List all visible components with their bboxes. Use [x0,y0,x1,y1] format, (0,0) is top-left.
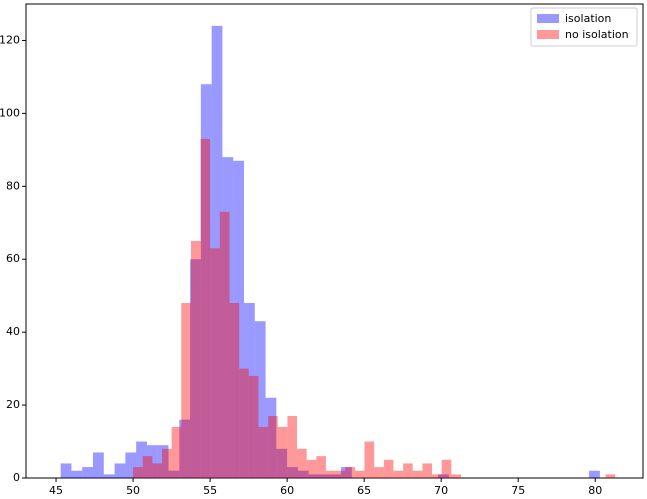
x-tick-label: 55 [203,484,217,497]
bar [268,416,278,478]
bar [211,25,223,478]
bar [412,470,423,478]
bar [60,463,72,478]
y-tick-label: 100 [0,106,20,119]
bar [146,445,158,478]
bar [341,467,352,478]
x-tick-label: 65 [357,484,371,497]
bar [316,456,326,478]
bar [438,474,449,478]
bar [168,470,180,478]
x-tick-label: 75 [511,484,525,497]
legend-label: isolation [565,12,611,25]
bar [162,448,172,478]
y-tick-label: 120 [0,33,20,46]
bar [136,441,147,478]
bar [233,160,244,479]
bar [308,474,320,478]
bar [103,474,115,478]
legend-swatch [537,30,559,39]
bar [287,416,297,478]
x-tick-label: 70 [434,484,448,497]
bar [297,470,309,478]
bar [258,426,269,478]
y-tick-label: 80 [6,179,20,192]
bar [277,426,288,478]
bar [441,459,452,478]
bar [265,397,277,478]
bar [325,470,336,478]
legend-swatch [537,14,559,23]
x-tick-label: 80 [588,484,602,497]
bar [114,463,126,478]
bar [152,463,163,478]
bar [335,470,346,478]
bar [219,211,230,479]
bar [229,302,240,478]
bar [432,474,442,478]
bar [190,259,201,478]
bar [451,474,461,478]
bar [243,302,255,478]
bar [93,452,104,478]
bar [306,459,317,478]
bar [179,419,191,478]
bar [210,248,220,478]
bar [133,467,143,478]
bar [254,321,266,478]
x-tick-label: 50 [126,484,140,497]
bar [345,467,355,478]
x-tick-label: 45 [49,484,63,497]
bar [605,474,616,478]
bar [589,470,600,478]
y-tick-label: 40 [6,325,20,338]
y-tick-label: 20 [6,398,20,411]
plot-frame [25,3,644,479]
bar [276,448,288,478]
y-tick-label: 0 [13,471,20,484]
bar [171,426,182,478]
bar [383,459,394,478]
bar [403,463,413,478]
bar [330,474,342,478]
bar [296,448,307,478]
bar [142,456,153,478]
bar [422,463,433,478]
bar [248,375,259,478]
bar [222,157,234,478]
bar [200,138,211,478]
bar [190,241,201,478]
bar [239,368,249,478]
bar [287,467,298,478]
legend-box [530,7,638,47]
bar [364,441,375,478]
bar [374,467,384,478]
bar [354,470,365,478]
bar [200,84,212,478]
bar [125,452,137,478]
legend-label: no isolation [565,28,629,41]
bar [82,467,94,478]
bar [157,445,169,478]
x-tick-label: 60 [280,484,294,497]
bar [319,474,331,478]
bar [181,302,191,478]
bar [71,470,83,478]
bar [393,470,404,478]
y-tick-label: 60 [6,252,20,265]
